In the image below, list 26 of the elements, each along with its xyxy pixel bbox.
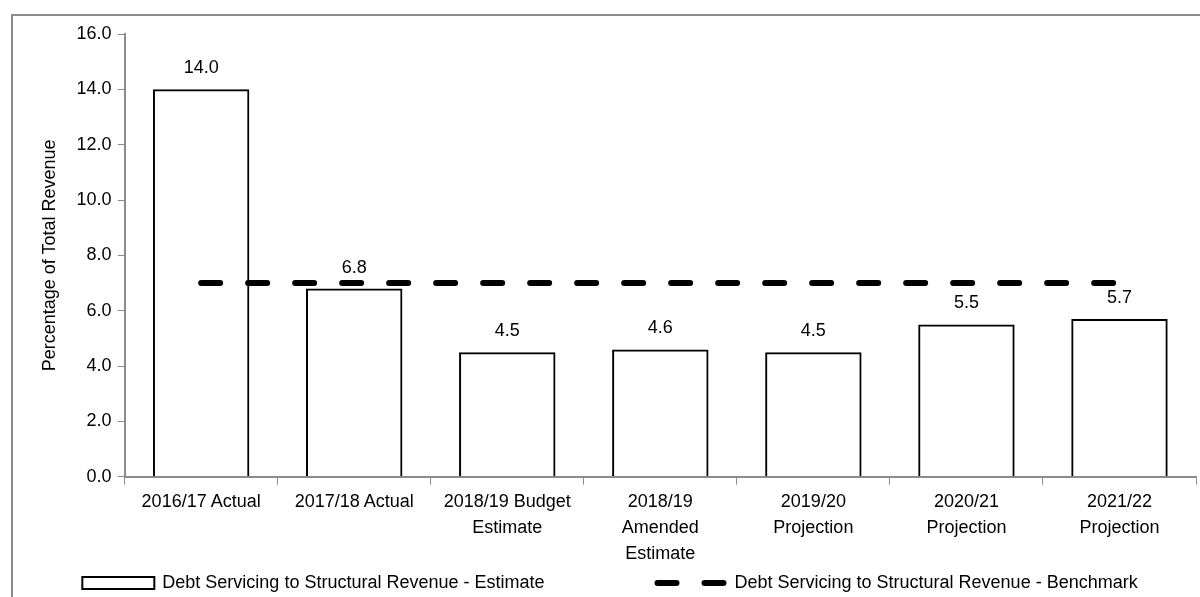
y-tick-label: 2.0 [86,410,112,431]
legend-label: Debt Servicing to Structural Revenue - Benchmark [734,571,1139,592]
y-tick-label: 12.0 [76,133,112,154]
y-tick-label: 0.0 [86,465,112,486]
legend-label: Debt Servicing to Structural Revenue - Estimate [162,571,545,592]
data-label: 4.5 [494,320,520,341]
y-axis-title: Percentage of Total Revenue [38,139,59,372]
y-tick-label: 4.0 [86,354,112,375]
y-tick-label: 8.0 [86,244,112,265]
data-label: 4.5 [800,320,826,341]
data-label: 5.5 [953,292,979,313]
data-label: 5.7 [1106,286,1132,307]
y-tick-label: 10.0 [76,188,112,209]
data-label: 14.0 [183,57,219,78]
x-tick-label: 2017/18 Actual [294,490,414,511]
x-tick-label: 2020/21 Projection [926,490,1007,537]
x-tick-label: 2018/19 Budget Estimate [443,490,571,537]
x-tick-label: 2016/17 Actual [141,490,261,511]
x-tick-label: 2019/20 Projection [773,490,854,537]
data-label: 6.8 [341,256,367,277]
x-tick-label: 2021/22 Projection [1079,490,1160,537]
data-label: 4.6 [647,317,673,338]
y-tick-label: 6.0 [86,299,112,320]
x-tick-label: 2018/19 Amended Estimate [621,490,699,563]
y-tick-label: 14.0 [76,78,112,99]
y-tick-label: 16.0 [76,22,112,43]
